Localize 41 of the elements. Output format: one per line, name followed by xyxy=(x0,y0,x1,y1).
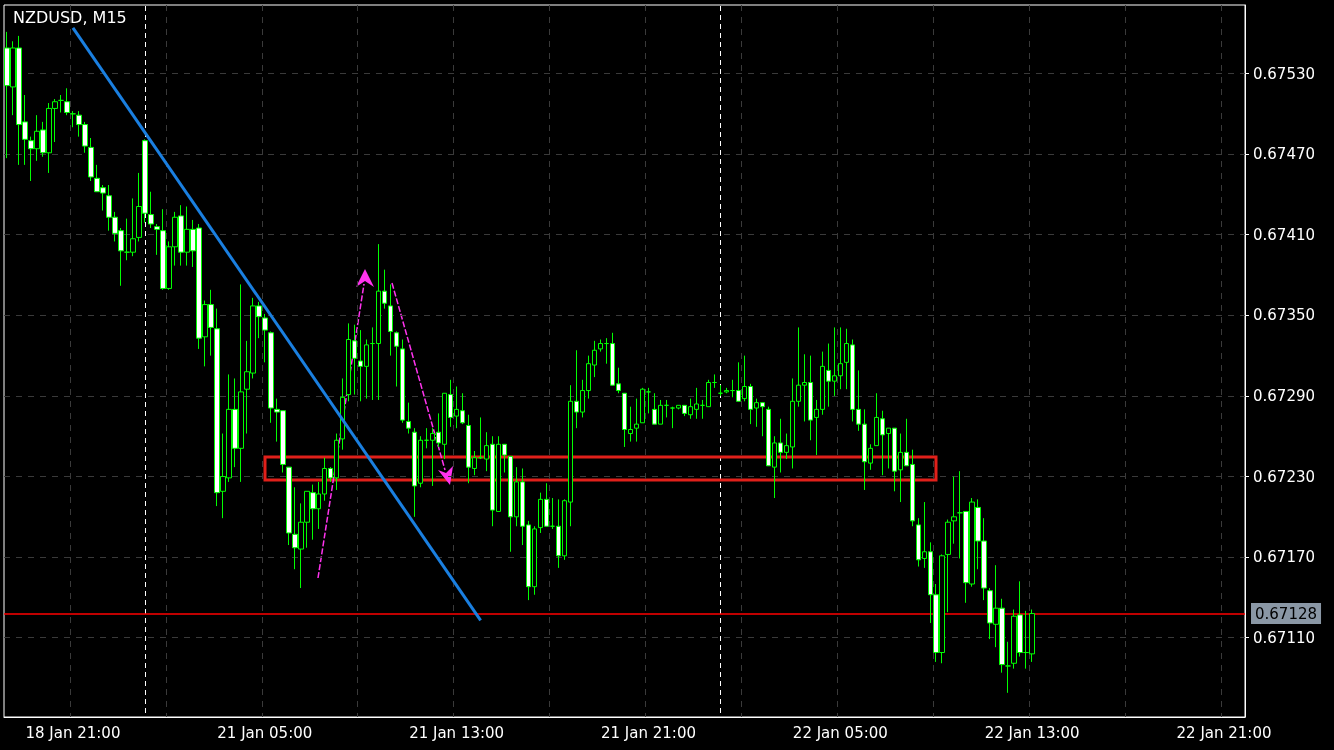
candlestick xyxy=(1005,641,1011,694)
candlestick xyxy=(394,330,399,388)
y-tick-label: 0.67290 xyxy=(1253,386,1316,405)
chart-title: NZDUSD, M15 xyxy=(13,7,127,27)
candlestick xyxy=(712,373,717,389)
candlestick xyxy=(58,94,64,113)
candlestick xyxy=(70,110,76,128)
y-tick-label: 0.67110 xyxy=(1253,628,1316,647)
candlestick xyxy=(88,137,94,182)
y-tick-label: 0.67230 xyxy=(1253,467,1316,486)
x-tick-label: 21 Jan 05:00 xyxy=(217,723,313,742)
ref-line-label: 0.67128 xyxy=(1255,604,1318,623)
candlestick xyxy=(640,387,645,424)
candlestick xyxy=(148,191,154,229)
x-tick-label: 18 Jan 21:00 xyxy=(25,723,121,742)
x-tick-label: 22 Jan 13:00 xyxy=(984,723,1080,742)
candlestick xyxy=(388,283,393,357)
y-tick-label: 0.67170 xyxy=(1253,548,1316,567)
x-tick-label: 22 Jan 05:00 xyxy=(792,723,888,742)
y-tick-label: 0.67410 xyxy=(1253,225,1316,244)
candlestick xyxy=(154,223,160,256)
candlestick xyxy=(724,387,729,394)
candlestick xyxy=(406,402,411,435)
y-tick-label: 0.67470 xyxy=(1253,145,1316,164)
candlestick xyxy=(286,466,292,546)
y-tick-label: 0.67350 xyxy=(1253,306,1316,325)
candlestick xyxy=(262,313,268,363)
candlestick xyxy=(598,339,603,353)
candlestick xyxy=(664,399,669,418)
candlestick xyxy=(634,398,639,443)
candlestick xyxy=(945,519,951,613)
x-tick-label: 22 Jan 21:00 xyxy=(1176,723,1272,742)
candlestick xyxy=(646,387,651,414)
x-tick-label: 21 Jan 13:00 xyxy=(409,723,505,742)
candlestick xyxy=(400,339,405,424)
candlestick xyxy=(718,384,723,397)
candlestick xyxy=(951,476,957,545)
candlestick xyxy=(268,330,274,424)
candlestick xyxy=(64,87,70,116)
y-tick-label: 0.67530 xyxy=(1253,64,1316,83)
x-tick-label: 21 Jan 21:00 xyxy=(600,723,696,742)
